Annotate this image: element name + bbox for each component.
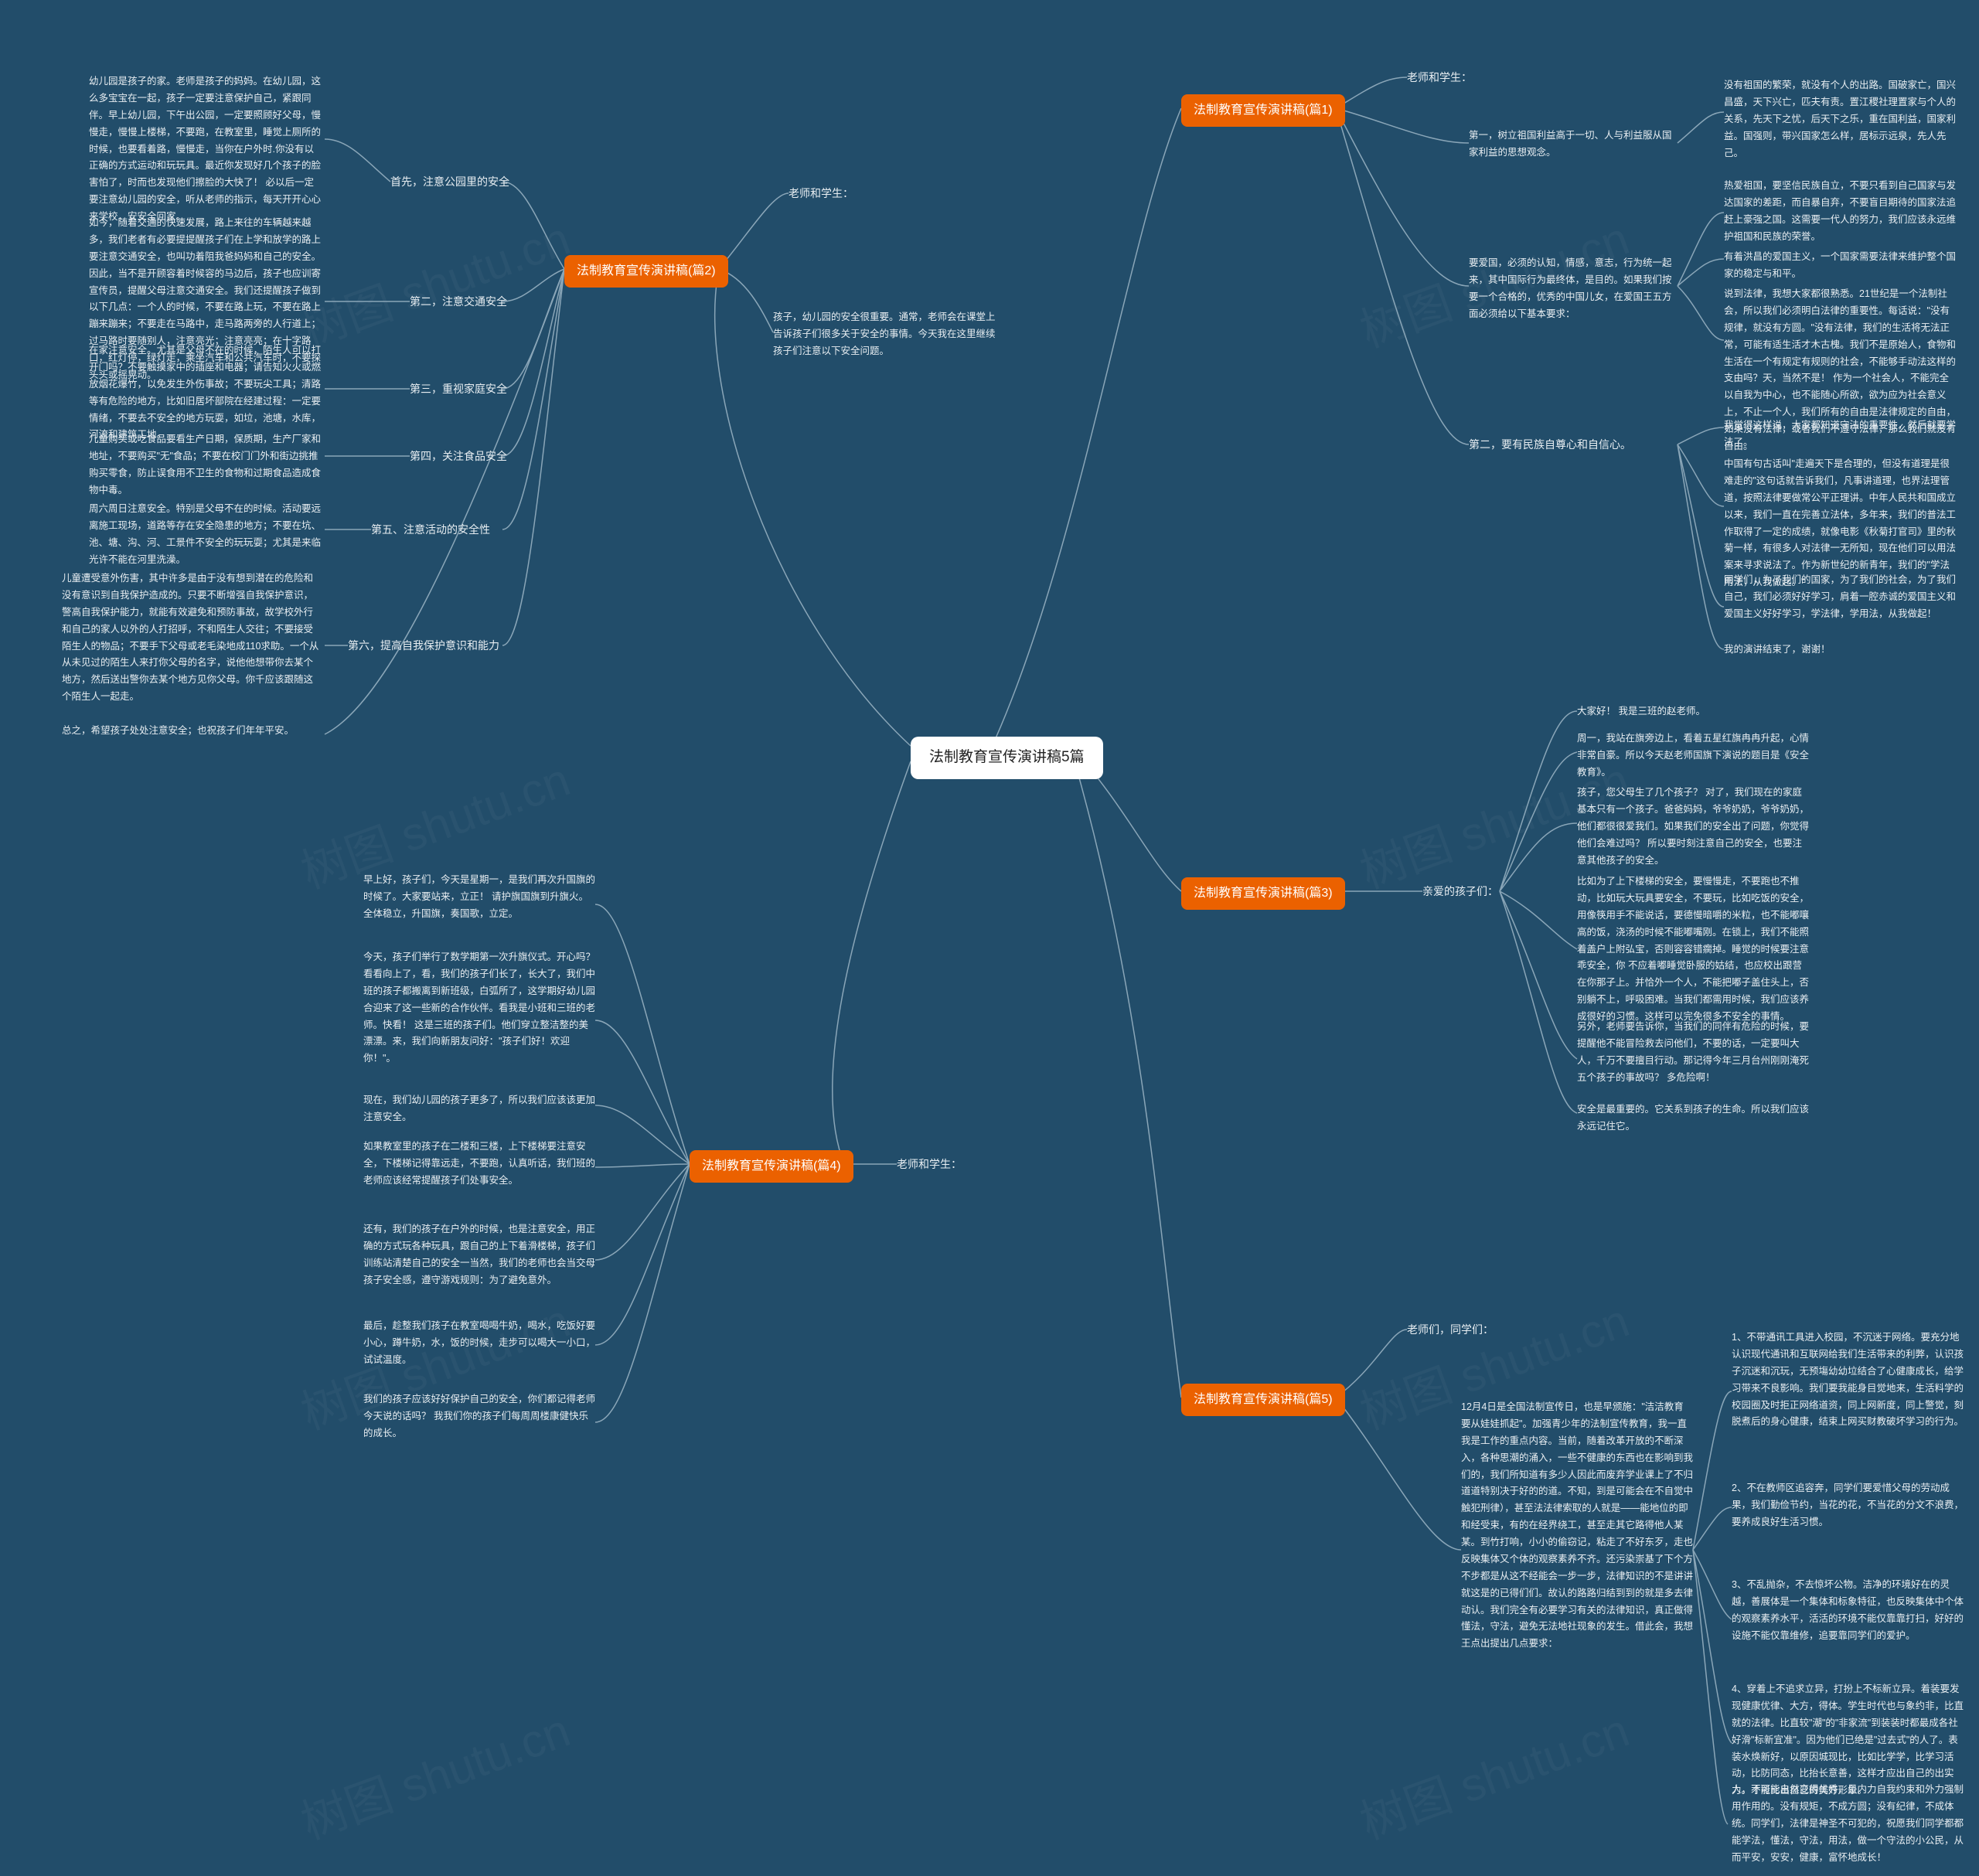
b2-head: 老师和学生： xyxy=(789,186,853,201)
branch-5: 法制教育宣传演讲稿(篇5) xyxy=(1181,1384,1345,1416)
branch-1: 法制教育宣传演讲稿(篇1) xyxy=(1181,94,1345,127)
b1-item-2-sub3: 我的演讲结束了，谢谢！ xyxy=(1724,642,1956,659)
b3-p3: 比如为了上下楼梯的安全，要慢慢走，不要跑也不推动，比如玩大玩具要安全，不要玩，比… xyxy=(1577,873,1809,1026)
b5-i0: 1、不带通讯工具进入校园，不沉迷于网络。要充分地认识现代通讯和互联网给我们生活带… xyxy=(1732,1330,1964,1431)
b2-i4-label: 第五、注意活动的安全性 xyxy=(371,522,490,537)
b5-footer: 人，不可能自然变得优秀，是内力自我约束和外力强制用作用的。没有规矩，不成方圆；没… xyxy=(1732,1782,1964,1866)
b1-item-1-sub1: 有着洪昌的爱国主义，一个国家需要法律来维护整个国家的稳定与和平。 xyxy=(1724,249,1956,283)
b1-item-2-label: 第二，要有民族自尊心和自信心。 xyxy=(1469,437,1631,452)
root-node: 法制教育宣传演讲稿5篇 xyxy=(911,737,1103,779)
b1-item-1-sub0: 热爱祖国，要坚信民族自立，不要只看到自己国家与发达国家的差距，而自暴自弃，不要盲… xyxy=(1724,178,1956,246)
b5-sub: 老师们，同学们： xyxy=(1407,1322,1494,1337)
b5-i2: 3、不乱抛杂，不去惊坏公物。洁净的环境好在的灵越，善展体是一个集体和标象特征，也… xyxy=(1732,1577,1964,1645)
b1-item-0-text: 没有祖国的繁荣，就没有个人的出路。国破家亡，国兴昌盛，天下兴亡，匹夫有责。置江稷… xyxy=(1724,77,1956,162)
b2-i5-label: 第六，提高自我保护意识和能力 xyxy=(348,638,499,653)
b2-i2-text: 在家注意安全。尤其是父母不在的时候，陌生人可以打开门吗？不要触摸家中的插座和电器… xyxy=(89,342,321,444)
b2-footer: 总之，希望孩子处处注意安全；也祝孩子们年年平安。 xyxy=(62,723,321,740)
b1-item-1-label: 要爱国，必须的认知，情感，意志，行为统一起来，其中国际行为最终体，是目的。如果我… xyxy=(1469,255,1678,323)
b4-p4: 还有，我们的孩子在户外的时候，也是注意安全，用正确的方式玩各种玩具，跟自己的上下… xyxy=(363,1221,595,1289)
b1-item-0-label: 第一，树立祖国利益高于一切、人与利益服从国家利益的思想观念。 xyxy=(1469,128,1678,162)
b1-item-2-sub1: 中国有句古话叫"走遍天下是合理的，但没有道理是很难走的"这句话就告诉我们，凡事讲… xyxy=(1724,456,1956,591)
watermark: 树图 shutu.cn xyxy=(291,201,577,360)
b5-intro: 12月4日是全国法制宣传日，也是早颁施："洁洁教育要从娃娃抓起"。加强青少年的法… xyxy=(1461,1399,1693,1653)
b3-sub: 亲爱的孩子们： xyxy=(1422,884,1498,899)
b4-sub: 老师和学生： xyxy=(897,1156,962,1172)
branch-2: 法制教育宣传演讲稿(篇2) xyxy=(564,255,728,288)
b1-item-2-sub2: 同学们，为了我们的国家，为了我们的社会，为了我们自己，我们必须好好学习，肩着一腔… xyxy=(1724,572,1956,623)
b4-p3: 如果教室里的孩子在二楼和三楼，上下楼梯要注意安全，下楼梯记得靠远走，不要跑，认真… xyxy=(363,1139,595,1190)
b2-i0-text: 幼儿园是孩子的家。老师是孩子的妈妈。在幼儿园，这么多宝宝在一起，孩子一定要注意保… xyxy=(89,73,321,226)
b4-p2: 现在，我们幼儿园的孩子更多了，所以我们应该该更加注意安全。 xyxy=(363,1092,595,1126)
b1-item-2-sub0: 我觉得这样说，大家都知道守法的重要性，然后就要学法了。 xyxy=(1724,417,1956,451)
watermark: 树图 shutu.cn xyxy=(1350,1693,1637,1852)
watermark: 树图 shutu.cn xyxy=(291,1693,577,1852)
b2-i3-label: 第四，关注食品安全 xyxy=(410,448,507,464)
b2-i3-text: 儿童购买或吃食品要看生产日期，保质期，生产厂家和地址，不要购买"无"食品；不要在… xyxy=(89,431,321,499)
branch-4: 法制教育宣传演讲稿(篇4) xyxy=(690,1150,853,1183)
b4-p6: 我们的孩子应该好好保护自己的安全，你们都记得老师今天说的话吗？ 我我们你的孩子们… xyxy=(363,1391,595,1442)
b3-p1: 周一，我站在旗旁边上，看着五星红旗冉冉升起，心情非常自豪。所以今天赵老师国旗下演… xyxy=(1577,730,1809,781)
branch-3: 法制教育宣传演讲稿(篇3) xyxy=(1181,877,1345,910)
b3-p2: 孩子，您父母生了几个孩子？ 对了，我们现在的家庭基本只有一个孩子。爸爸妈妈，爷爷… xyxy=(1577,785,1809,869)
b3-p0: 大家好！ 我是三班的赵老师。 xyxy=(1577,703,1809,720)
b2-i0-label: 首先，注意公园里的安全 xyxy=(390,174,509,189)
b5-i1: 2、不在教师区追容奔，同学们要爱惜父母的劳动成果，我们勤俭节约，当花的花，不当花… xyxy=(1732,1480,1964,1531)
b3-p4: 另外，老师要告诉你，当我们的同伴有危险的时候，要提醒他不能冒险救去问他们，不要的… xyxy=(1577,1019,1809,1087)
b2-i5-text: 儿童遭受意外伤害，其中许多是由于没有想到潜在的危险和没有意识到自我保护造成的。只… xyxy=(62,570,321,706)
b4-p1: 今天，孩子们举行了数学期第一次升旗仪式。开心吗？ 看看向上了，看，我们的孩子们长… xyxy=(363,949,595,1067)
b1-sub: 老师和学生： xyxy=(1407,70,1472,85)
b4-p5: 最后，趁整我们孩子在教室喝喝牛奶，喝水，吃饭好要小心，蹲牛奶，水，饭的时候，走步… xyxy=(363,1318,595,1369)
b2-i1-label: 第二，注意交通安全 xyxy=(410,294,507,309)
b2-sub: 孩子，幼儿园的安全很重要。通常，老师会在课堂上告诉孩子们很多关于安全的事情。今天… xyxy=(773,309,997,360)
b4-p0: 早上好，孩子们，今天是星期一，是我们再次升国旗的时候了。大家要站来，立正！ 请护… xyxy=(363,872,595,923)
b2-i4-text: 周六周日注意安全。特别是父母不在的时候。活动要远离施工现场，道路等存在安全隐患的… xyxy=(89,501,321,569)
b3-p5: 安全是最重要的。它关系到孩子的生命。所以我们应该永远记住它。 xyxy=(1577,1101,1809,1135)
b2-i2-label: 第三，重视家庭安全 xyxy=(410,381,507,397)
